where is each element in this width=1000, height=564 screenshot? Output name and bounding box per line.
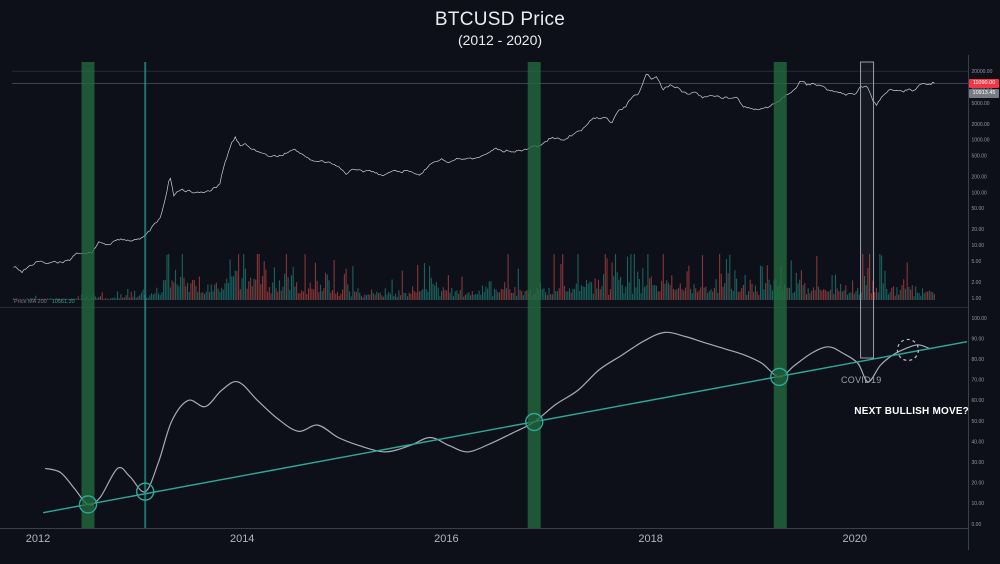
svg-text:2.00: 2.00 [972,280,982,286]
svg-text:60.00: 60.00 [972,398,985,404]
last-price-tag: 11090.00 [969,79,999,88]
svg-text:5000.00: 5000.00 [972,101,990,107]
svg-text:2018: 2018 [638,533,662,545]
pane-legend[interactable]: Price MA 200 10561.30 [14,299,75,305]
svg-text:20.00: 20.00 [972,227,985,233]
svg-text:10.00: 10.00 [972,501,985,507]
svg-text:0.00: 0.00 [972,522,982,528]
svg-text:500.00: 500.00 [972,154,988,160]
svg-text:20.00: 20.00 [972,481,985,487]
chart-title: BTCUSD Price [434,9,566,30]
svg-text:30.00: 30.00 [972,460,985,466]
chart-subtitle: (2012 - 2020) [457,32,543,48]
svg-text:2000.00: 2000.00 [972,122,990,128]
covid-annotation: COVID19 [841,375,882,385]
svg-text:2016: 2016 [434,533,458,545]
svg-text:90.00: 90.00 [972,336,985,342]
legend-indicator-name[interactable]: Price MA 200 [14,299,47,305]
svg-text:40.00: 40.00 [972,439,985,445]
svg-text:2020: 2020 [843,533,867,545]
svg-text:2012: 2012 [26,533,50,545]
secondary-price-tag: 10913.45 [969,89,999,98]
svg-text:70.00: 70.00 [972,378,985,384]
svg-text:80.00: 80.00 [972,357,985,363]
svg-text:100.00: 100.00 [972,316,988,322]
svg-text:1.00: 1.00 [972,296,982,302]
svg-text:2014: 2014 [230,533,254,545]
svg-text:200.00: 200.00 [972,175,988,181]
svg-text:100.00: 100.00 [972,190,988,196]
svg-text:50.00: 50.00 [972,419,985,425]
svg-text:20000.00: 20000.00 [972,69,993,75]
svg-text:5.00: 5.00 [972,259,982,265]
svg-text:1000.00: 1000.00 [972,138,990,144]
next-bullish-move-annotation: NEXT BULLISH MOVE? [854,406,969,417]
svg-text:10.00: 10.00 [972,243,985,249]
legend-indicator-value: 10561.30 [51,299,75,305]
svg-text:50.00: 50.00 [972,206,985,212]
